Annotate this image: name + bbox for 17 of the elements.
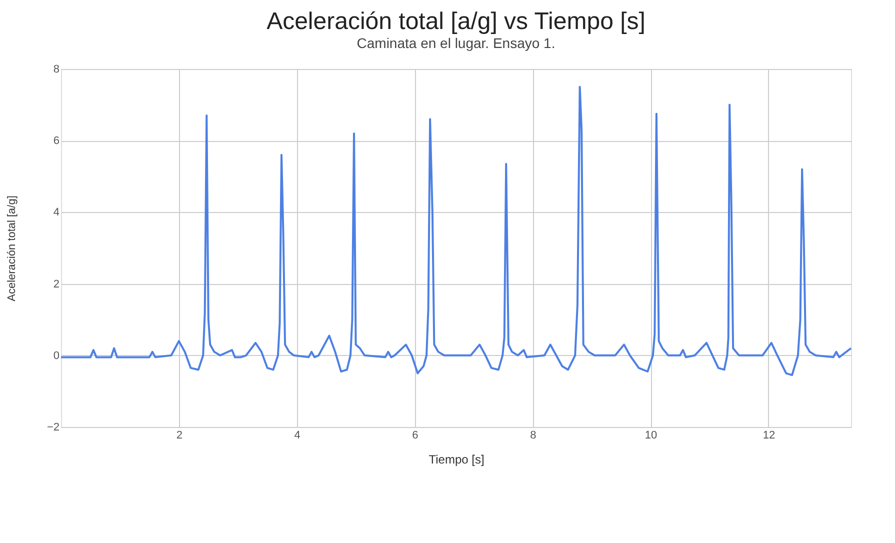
x-axis-title: Tiempo [s] xyxy=(428,452,484,466)
x-tick-label: 6 xyxy=(412,430,418,442)
y-tick-label: 0 xyxy=(53,350,60,362)
x-tick-label: 4 xyxy=(294,430,300,442)
x-tick-label: 2 xyxy=(176,430,182,442)
x-tick-label: 12 xyxy=(762,430,776,442)
x-tick-label: 8 xyxy=(530,430,536,442)
y-tick-label: 6 xyxy=(53,135,60,148)
y-tick-label: 4 xyxy=(53,206,60,219)
x-tick-label: 10 xyxy=(644,430,658,442)
y-axis-title: Aceleración total [a/g] xyxy=(6,196,18,302)
chart-subtitle: Caminata en el lugar. Ensayo 1. xyxy=(356,35,556,51)
line-series xyxy=(60,86,852,376)
y-tick-label: 8 xyxy=(53,64,60,76)
y-tick-label: 2 xyxy=(53,278,60,290)
y-tick-label: −2 xyxy=(46,422,60,434)
chart-title: Aceleración total [a/g] vs Tiempo [s] xyxy=(266,8,646,35)
